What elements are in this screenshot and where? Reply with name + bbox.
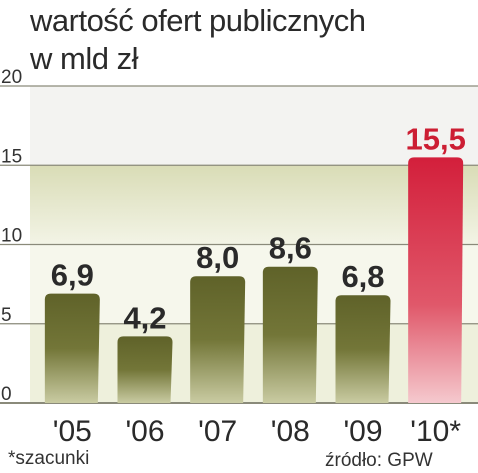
bar-value-label: 8,0	[196, 240, 239, 275]
y-tick-label: 5	[1, 305, 12, 326]
background-band	[30, 165, 478, 245]
bar-value-label: 4,2	[123, 300, 166, 335]
bar-value-label: 15,5	[405, 121, 465, 156]
chart-title: wartość ofert publicznych w mld zł	[30, 2, 366, 78]
y-tick-label: 0	[1, 384, 12, 405]
background-band	[30, 86, 478, 166]
chart-title-line2: w mld zł	[30, 41, 138, 76]
x-tick-label: '10*	[410, 415, 461, 448]
bar-value-label: 6,9	[51, 258, 94, 293]
x-tick-label: '09	[343, 415, 382, 448]
y-tick-label: 10	[1, 226, 22, 247]
footnote: *szacunki	[8, 448, 90, 469]
chart-title-line1: wartość ofert publicznych	[30, 3, 366, 38]
bar	[408, 157, 464, 403]
background-band	[30, 323, 478, 403]
source-note: źródło: GPW	[325, 450, 433, 471]
bar	[190, 276, 246, 403]
bar-value-label: 6,8	[341, 259, 384, 294]
bar	[117, 336, 173, 403]
bar-value-label: 8,6	[269, 231, 312, 266]
y-tick-label: 20	[1, 67, 22, 88]
x-tick-label: '05	[53, 415, 92, 448]
bar	[335, 295, 391, 403]
x-tick-label: '08	[271, 415, 310, 448]
x-tick-label: '07	[198, 415, 237, 448]
background-band	[30, 244, 478, 324]
bar	[262, 266, 318, 403]
y-tick-label: 15	[1, 146, 22, 167]
x-tick-label: '06	[125, 415, 164, 448]
bar	[44, 293, 100, 403]
